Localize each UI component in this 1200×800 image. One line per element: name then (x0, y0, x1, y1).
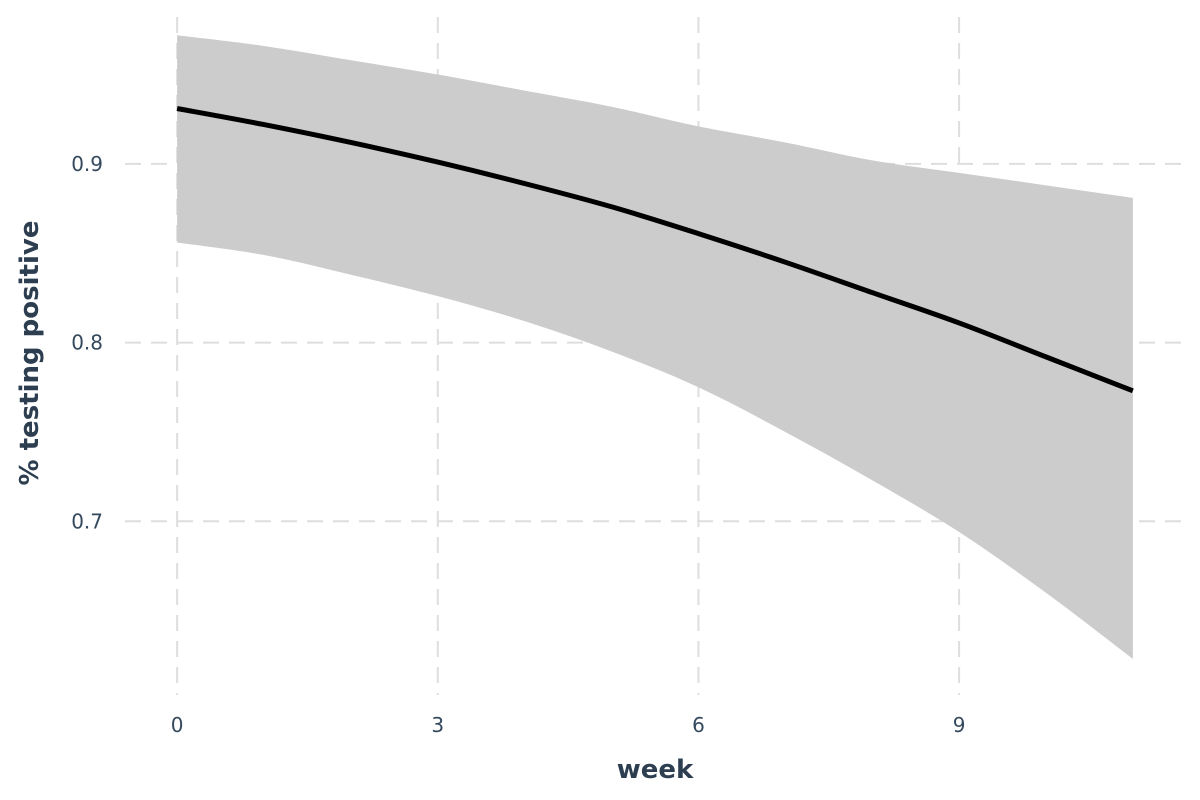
x-tick-labels: 0 3 6 9 (171, 713, 966, 737)
y-tick-label: 0.9 (71, 152, 103, 176)
confidence-band (177, 35, 1133, 659)
y-axis-title: % testing positive (15, 221, 45, 486)
y-tick-label: 0.8 (71, 331, 103, 355)
x-tick-label: 0 (171, 713, 184, 737)
fit-line (176, 106, 1134, 394)
x-tick-label: 6 (692, 713, 705, 737)
fit-line-layer (176, 106, 1134, 394)
x-tick-label: 9 (953, 713, 966, 737)
x-axis-title: week (617, 755, 694, 785)
confidence-band-layer (177, 35, 1133, 659)
y-tick-labels: 0.7 0.8 0.9 (71, 152, 103, 533)
x-tick-label: 3 (431, 713, 444, 737)
y-tick-label: 0.7 (71, 509, 103, 533)
